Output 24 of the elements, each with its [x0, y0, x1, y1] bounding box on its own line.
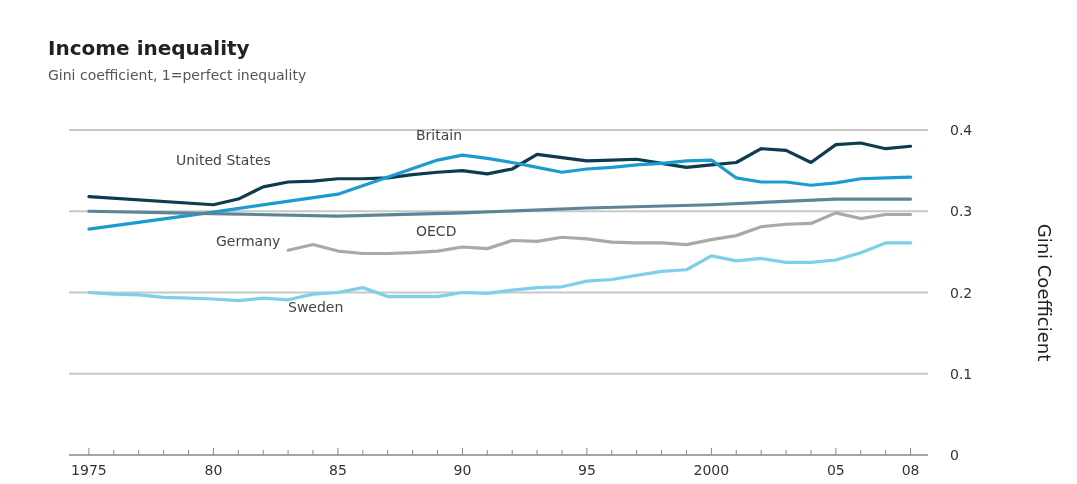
series-label: OECD — [416, 223, 457, 239]
series-label: United States — [176, 152, 271, 168]
x-tick-label: 2000 — [693, 462, 730, 478]
x-tick-label: 85 — [328, 462, 347, 478]
y-tick-label: 0.2 — [950, 284, 973, 301]
line-series — [286, 211, 913, 256]
chart-subtitle: Gini coefficient, 1=perfect inequality — [48, 67, 307, 83]
line-series — [87, 197, 913, 218]
y-tick-label: 0.1 — [950, 365, 973, 382]
x-tick-label: 90 — [453, 462, 472, 478]
x-tick-label: 1975 — [71, 462, 107, 478]
y-tick-label: 0 — [950, 447, 959, 463]
chart-title: Income inequality — [48, 36, 250, 60]
x-tick-label: 95 — [577, 462, 596, 478]
y-tick-label: 0.4 — [950, 122, 973, 138]
series-label: Germany — [216, 233, 281, 249]
y-axis-title: Gini Coefficient — [1034, 223, 1055, 362]
series-label: Britain — [416, 127, 463, 143]
line-series — [87, 141, 913, 207]
y-tick-label: 0.3 — [950, 203, 973, 220]
x-tick-label: 80 — [204, 462, 223, 478]
x-tick-label: 08 — [901, 462, 920, 478]
x-tick-label: 05 — [826, 462, 845, 478]
series-label: Sweden — [288, 299, 344, 315]
